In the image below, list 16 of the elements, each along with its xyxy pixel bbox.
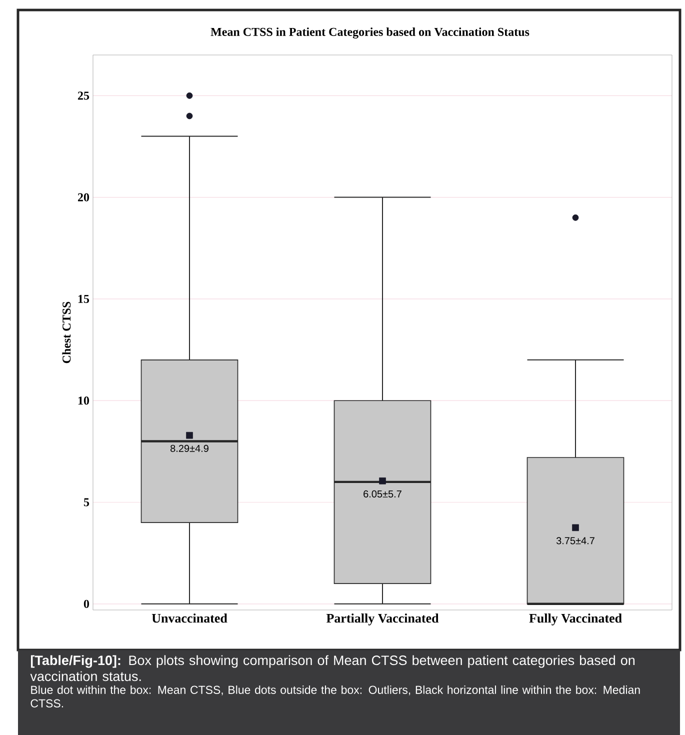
x-tick-label: Unvaccinated: [152, 614, 228, 623]
text: [Table/Fig-10]: Box plots showing comparison of Mean CTSS between patient categories based on vaccination status.: [30, 655, 635, 682]
annotation: 8.29±4.9: [170, 444, 208, 452]
text: Blue dot within the box: Mean CTSS, Blue dots outside the box: Outliers, Black horizontal line within the box: Median CTSS.: [30, 686, 640, 708]
y-tick-label: 25: [78, 92, 90, 100]
y-tick-label: 0: [84, 600, 90, 608]
y-tick-label: 5: [84, 498, 90, 506]
y-tick-label: 10: [78, 396, 90, 405]
y-axis-title: Chest CTSS: [62, 302, 71, 364]
x-tick-label: Fully Vaccinated: [529, 614, 622, 626]
chart-title: Mean CTSS in Patient Categories based on Vaccination Status: [210, 28, 530, 38]
annotation: 6.05±5.7: [364, 490, 402, 498]
x-tick-label: Partially Vaccinated: [326, 614, 439, 626]
y-tick-label: 20: [78, 193, 90, 202]
y-tick-label: 15: [78, 294, 90, 303]
annotation: 3.75±4.7: [556, 537, 594, 544]
